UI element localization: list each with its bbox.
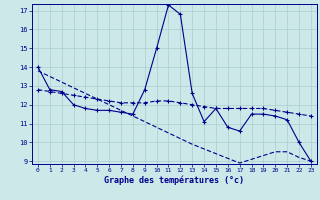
X-axis label: Graphe des températures (°c): Graphe des températures (°c) [104, 176, 244, 185]
